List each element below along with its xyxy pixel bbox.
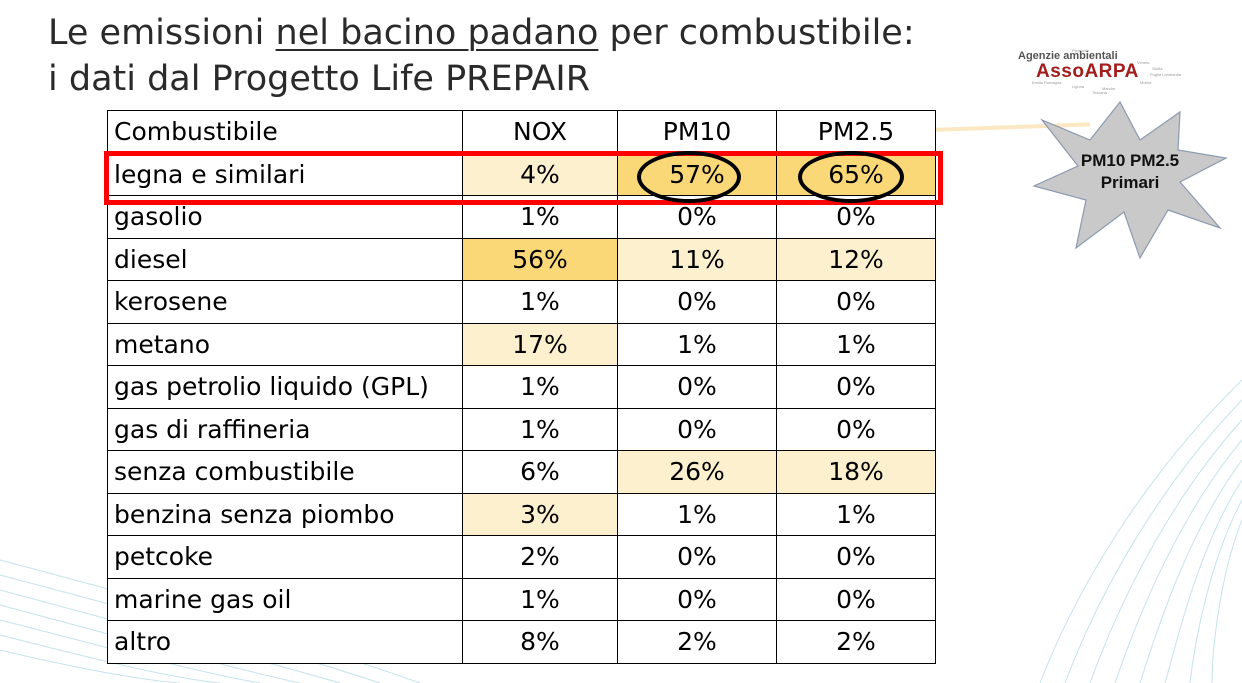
- cell-pm10: 1%: [617, 492, 777, 536]
- table-row: diesel 56% 11% 12%: [107, 237, 936, 281]
- cell-pm10: 0%: [617, 577, 777, 621]
- row-label: altro: [107, 620, 463, 664]
- cell-pm25: 0%: [776, 365, 936, 409]
- svg-text:Toscana: Toscana: [1092, 90, 1108, 95]
- svg-text:Sicilia: Sicilia: [1152, 66, 1163, 71]
- title-text: Le emissioni: [48, 13, 276, 53]
- highlight-row-box: [104, 151, 943, 205]
- title-line-1: Le emissioni nel bacino padano per combu…: [48, 10, 915, 56]
- callout-star-shape: [1032, 100, 1228, 260]
- table-row: marine gas oil 1% 0% 0%: [107, 577, 936, 621]
- cell-pm25: 2%: [776, 620, 936, 664]
- cell-pm25: 18%: [776, 450, 936, 494]
- cell-pm10: 0%: [617, 535, 777, 579]
- svg-text:Marche: Marche: [1102, 86, 1116, 91]
- table-row: senza combustibile 6% 26% 18%: [107, 450, 936, 494]
- cell-nox: 4%: [462, 152, 618, 196]
- table-header-row: Combustibile NOX PM10 PM2.5: [107, 110, 936, 154]
- table-row: gas petrolio liquido (GPL) 1% 0% 0%: [107, 365, 936, 409]
- callout-line-2: Primari: [1100, 173, 1160, 192]
- title-underlined-text: nel bacino padano: [275, 13, 599, 53]
- svg-text:Liguria: Liguria: [1072, 84, 1085, 89]
- slide-title: Le emissioni nel bacino padano per combu…: [48, 10, 915, 102]
- pm25-circle-mark: [798, 151, 904, 203]
- header-nox: NOX: [462, 110, 618, 154]
- cell-pm10: 1%: [617, 322, 777, 366]
- cell-pm25: 1%: [776, 322, 936, 366]
- header-pm25: PM2.5: [776, 110, 936, 154]
- table-row: benzina senza piombo 3% 1% 1%: [107, 492, 936, 536]
- svg-text:Puglia Lombardia: Puglia Lombardia: [1150, 72, 1182, 77]
- cell-nox: 1%: [462, 577, 618, 621]
- table-row: metano 17% 1% 1%: [107, 322, 936, 366]
- title-line-2: i dati dal Progetto Life PREPAIR: [48, 59, 591, 99]
- cell-pm25: 0%: [776, 577, 936, 621]
- row-label: metano: [107, 322, 463, 366]
- header-combustibile: Combustibile: [107, 110, 463, 154]
- row-label: senza combustibile: [107, 450, 463, 494]
- pm10-circle-mark: [637, 151, 741, 203]
- svg-text:Molise: Molise: [1140, 80, 1152, 85]
- header-pm10: PM10: [617, 110, 777, 154]
- row-label: diesel: [107, 237, 463, 281]
- cell-nox: 8%: [462, 620, 618, 664]
- cell-pm10: 26%: [617, 450, 777, 494]
- cell-nox: 6%: [462, 450, 618, 494]
- row-label: marine gas oil: [107, 577, 463, 621]
- row-label: gas petrolio liquido (GPL): [107, 365, 463, 409]
- row-label: gas di raffineria: [107, 407, 463, 451]
- row-label: petcoke: [107, 535, 463, 579]
- callout-label: PM10 PM2.5 Primari: [1030, 150, 1230, 194]
- cell-pm10: 0%: [617, 407, 777, 451]
- cell-pm25: 0%: [776, 535, 936, 579]
- cell-pm25: 12%: [776, 237, 936, 281]
- assoarpa-logo: Piemonte Veneto Sicilia Puglia Lombardia…: [1032, 48, 1182, 95]
- cell-nox: 1%: [462, 280, 618, 324]
- table-row: gas di raffineria 1% 0% 0%: [107, 407, 936, 451]
- callout-line-1: PM10 PM2.5: [1080, 151, 1180, 170]
- table-row: petcoke 2% 0% 0%: [107, 535, 936, 579]
- svg-text:Emilia Romagna: Emilia Romagna: [1032, 80, 1062, 85]
- cell-nox: 17%: [462, 322, 618, 366]
- cell-pm25: 0%: [776, 280, 936, 324]
- cell-pm25: 0%: [776, 407, 936, 451]
- cell-pm10: 2%: [617, 620, 777, 664]
- cell-nox: 3%: [462, 492, 618, 536]
- table-row: altro 8% 2% 2%: [107, 620, 936, 664]
- logo-main-text: AssoARPA: [1036, 61, 1139, 82]
- cell-nox: 2%: [462, 535, 618, 579]
- cell-nox: 56%: [462, 237, 618, 281]
- row-label: legna e similari: [107, 152, 463, 196]
- cell-nox: 1%: [462, 365, 618, 409]
- cell-pm10: 0%: [617, 280, 777, 324]
- svg-text:Veneto: Veneto: [1137, 60, 1150, 65]
- row-label: benzina senza piombo: [107, 492, 463, 536]
- row-label: kerosene: [107, 280, 463, 324]
- logo-top-text: Agenzie ambientali: [1018, 50, 1118, 62]
- cell-pm25: 1%: [776, 492, 936, 536]
- cell-pm10: 0%: [617, 365, 777, 409]
- cell-pm10: 11%: [617, 237, 777, 281]
- title-text: per combustibile:: [598, 13, 915, 53]
- svg-text:Piemonte: Piemonte: [1072, 48, 1090, 53]
- table-row: kerosene 1% 0% 0%: [107, 280, 936, 324]
- cell-nox: 1%: [462, 407, 618, 451]
